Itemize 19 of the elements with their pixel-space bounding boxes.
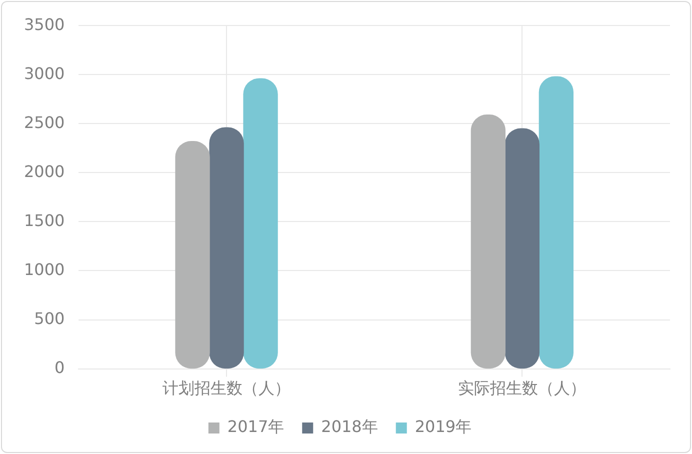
legend-label: 2018年	[321, 417, 378, 436]
bar	[504, 128, 540, 369]
bar	[538, 76, 574, 369]
legend-label: 2017年	[227, 417, 284, 436]
y-tick-label: 2500	[24, 112, 65, 132]
bar	[243, 78, 278, 369]
y-tick-label: 500	[34, 308, 65, 328]
bar	[175, 140, 210, 369]
bar	[209, 127, 244, 369]
y-tick-label: 3000	[24, 64, 65, 83]
y-tick-label: 0	[54, 358, 65, 377]
y-tick-label: 1000	[24, 260, 65, 279]
y-tick-label: 3500	[24, 14, 65, 34]
x-tick-label: 计划招生数（人）	[162, 378, 291, 398]
x-tick-label: 实际招生数（人）	[458, 378, 586, 398]
legend-label: 2019年	[414, 417, 472, 436]
y-tick-label: 2000	[24, 162, 65, 181]
bar	[470, 114, 506, 369]
y-tick-label: 1500	[24, 210, 65, 230]
